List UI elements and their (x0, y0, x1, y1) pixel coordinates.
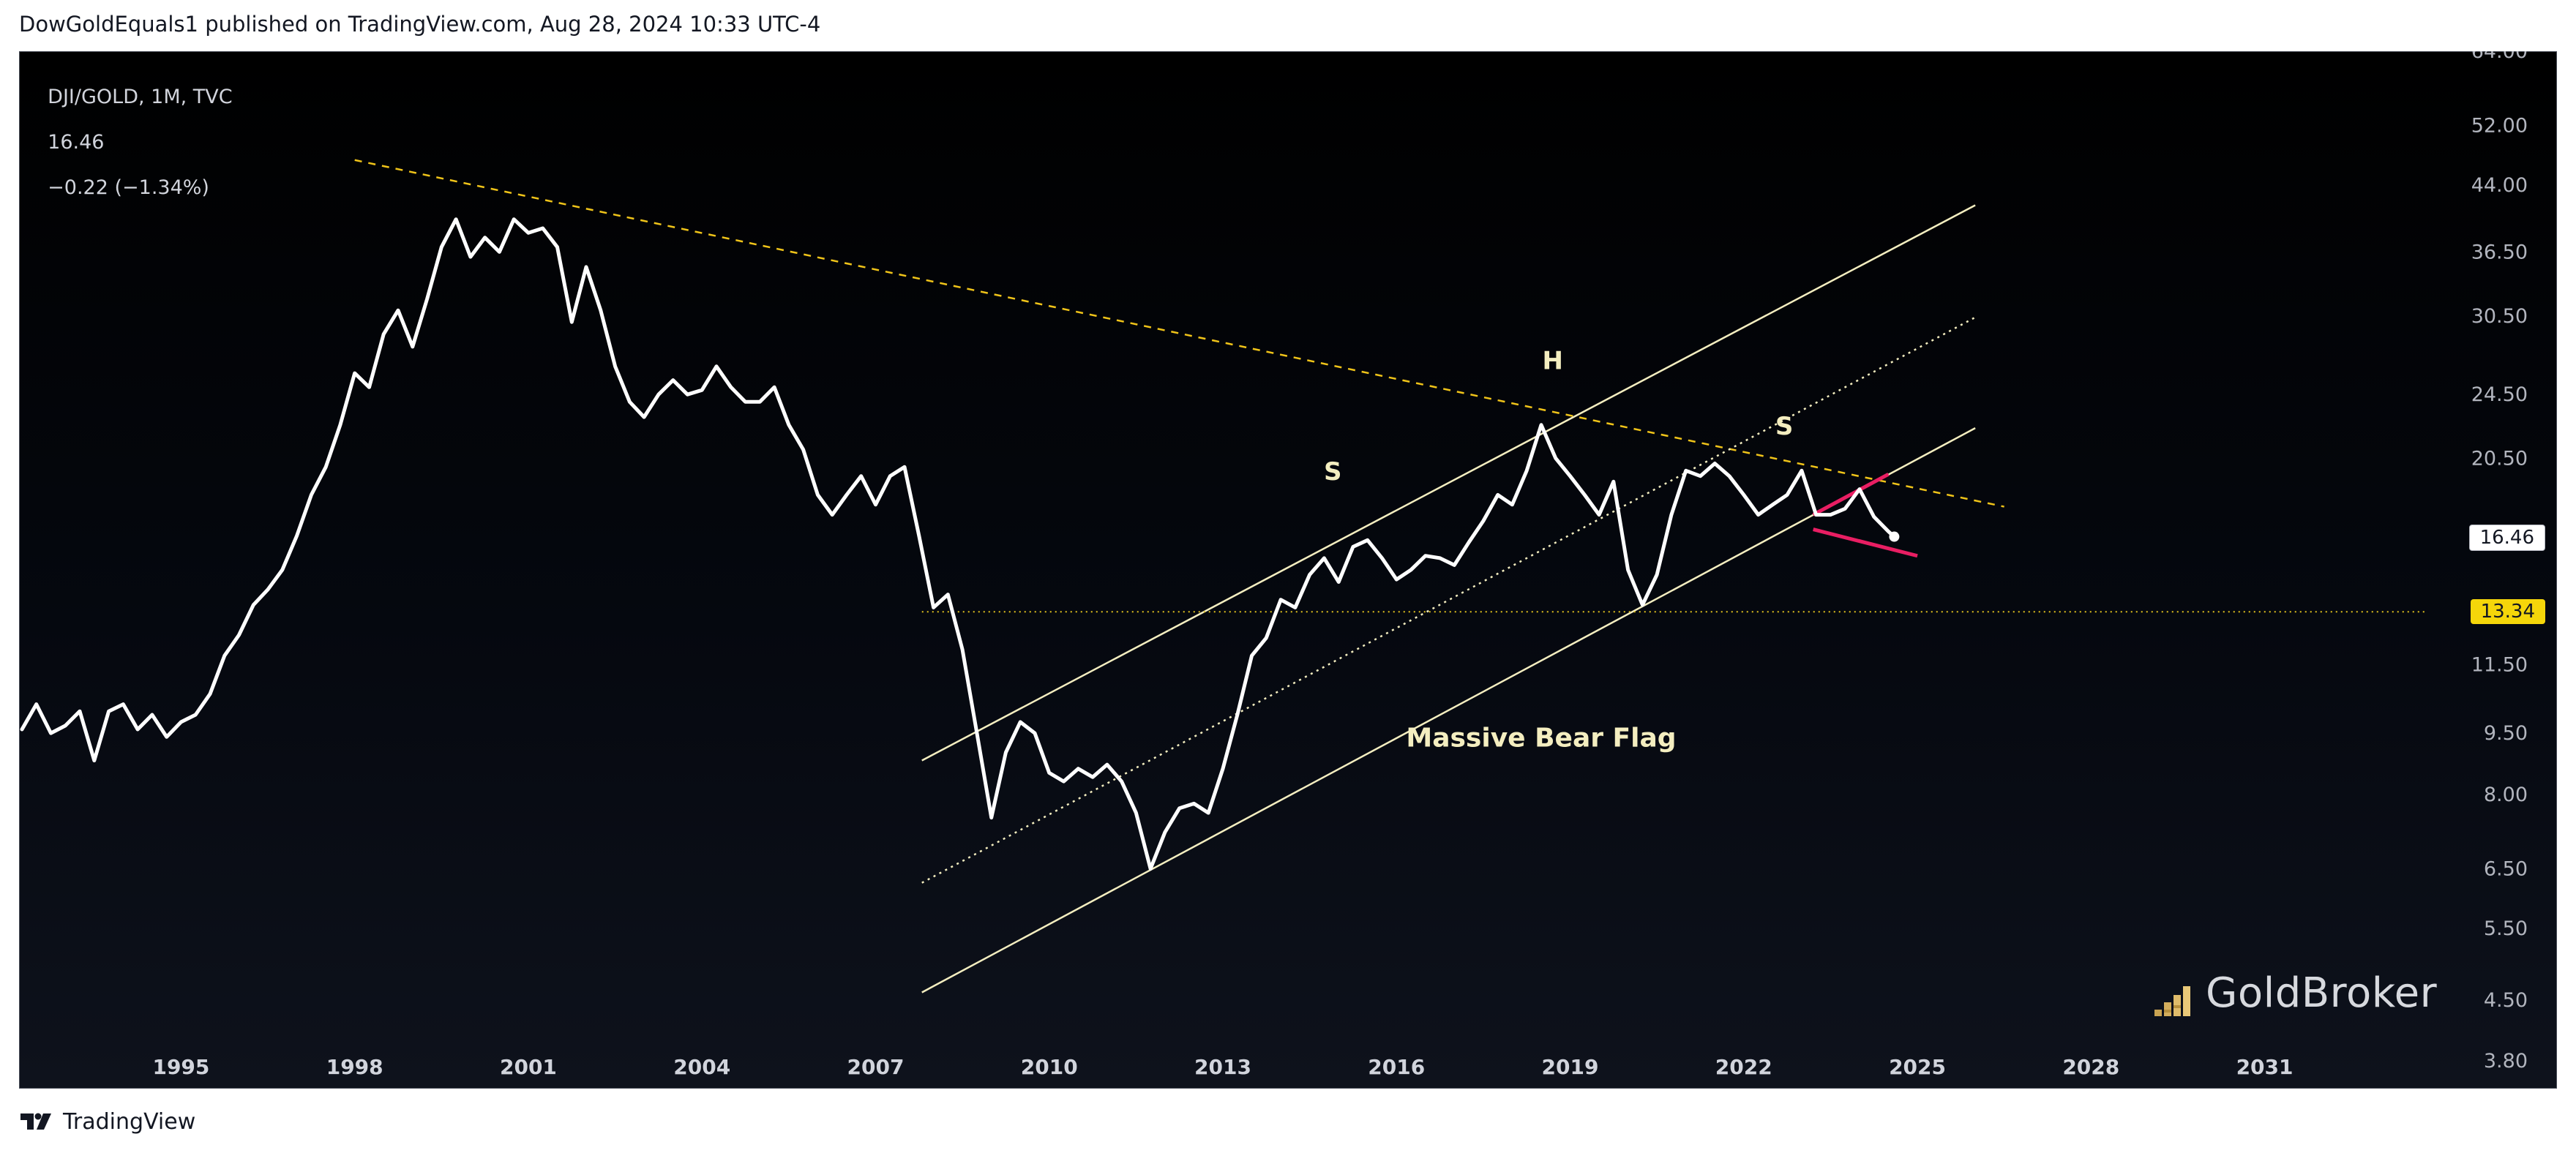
x-tick-label: 1998 (326, 1055, 383, 1079)
y-tick-label: 30.50 (2471, 305, 2528, 328)
watermark-text: GoldBroker (2206, 969, 2438, 1017)
annotation-hs-label: S (1775, 412, 1794, 441)
chart-svg[interactable]: S H S Massive Bear Flag 3.80 4.50 5.50 6.50 8.00… (19, 51, 2557, 1089)
y-tick-label: 20.50 (2471, 447, 2528, 470)
trendline-channel-lower (921, 427, 1976, 994)
y-tick-label: 64.00 (2471, 51, 2528, 63)
x-tick-label: 2025 (1889, 1055, 1946, 1079)
price-series-line (20, 217, 1896, 871)
annotation-hs-label: S (1324, 457, 1342, 487)
x-tick-label: 2022 (1715, 1055, 1772, 1079)
last-price-marker (1889, 531, 1900, 542)
x-tick-label: 2013 (1194, 1055, 1251, 1079)
x-tick-label: 2019 (1542, 1055, 1599, 1079)
y-tick-label: 44.00 (2471, 174, 2528, 197)
trendline-flag-lower (1813, 527, 1918, 558)
x-tick-label: 2031 (2236, 1055, 2294, 1079)
footer-brand-label: TradingView (63, 1108, 196, 1135)
y-tick-label: 24.50 (2471, 383, 2528, 406)
y-tick-label: 6.50 (2484, 858, 2528, 881)
legend-last-value: 16.46 (48, 131, 105, 154)
x-tick-label: 2010 (1021, 1055, 1078, 1079)
current-price-tag: 16.46 (2468, 524, 2545, 551)
y-tick-label: 3.80 (2484, 1050, 2528, 1073)
trendline-channel-mid (921, 316, 1976, 884)
chart-frame[interactable] (19, 51, 2557, 1089)
goldbroker-watermark: GoldBroker (2152, 969, 2437, 1017)
legend-symbol: DJI/GOLD, 1M, TVC (48, 86, 233, 108)
x-tick-label: 2016 (1368, 1055, 1425, 1079)
support-level-price-tag: 13.34 (2470, 599, 2545, 625)
y-tick-label: 5.50 (2484, 917, 2528, 940)
trendline-flag-upper (1812, 473, 1890, 517)
trendline-downtrend (354, 159, 2004, 508)
y-tick-label: 52.00 (2471, 114, 2528, 137)
x-tick-label: 2004 (673, 1055, 730, 1079)
y-tick-label: 4.50 (2484, 989, 2528, 1012)
annotation-hs-label: H (1543, 347, 1563, 376)
gold-bars-icon (2154, 986, 2190, 1016)
x-tick-label: 2007 (847, 1055, 905, 1079)
y-tick-label: 8.00 (2484, 784, 2528, 806)
x-tick-label: 2028 (2062, 1055, 2119, 1079)
y-tick-label: 36.50 (2471, 241, 2528, 263)
y-tick-label: 9.50 (2484, 722, 2528, 745)
legend-change: −0.22 (−1.34%) (48, 176, 209, 199)
annotation-pattern-label: Massive Bear Flag (1406, 723, 1676, 753)
x-tick-label: 1995 (152, 1055, 209, 1079)
tradingview-logo-icon[interactable] (19, 1112, 56, 1131)
publisher-header: DowGoldEquals1 published on TradingView.… (19, 12, 821, 37)
symbol-legend: DJI/GOLD, 1M, TVC 16.46 −0.22 (−1.34%) (35, 63, 233, 199)
trendline-channel-upper (921, 204, 1976, 762)
footer-branding: TradingView (19, 1103, 195, 1140)
y-tick-label: 11.50 (2471, 654, 2528, 677)
x-tick-label: 2001 (500, 1055, 557, 1079)
